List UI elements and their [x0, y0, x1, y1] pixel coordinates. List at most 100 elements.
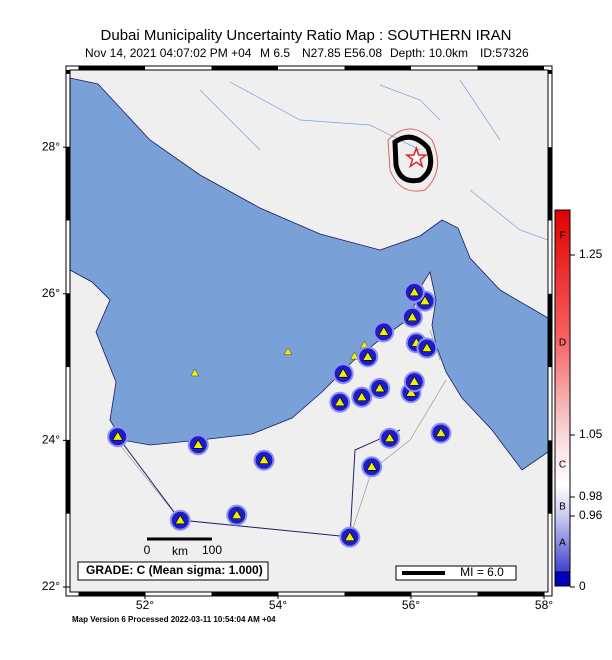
grade-letter: D — [559, 338, 566, 349]
colorbar-tick-label: 1.05 — [579, 427, 603, 441]
lon-tick-label: 54° — [269, 598, 287, 612]
grade-text: GRADE: C (Mean sigma: 1.000) — [86, 563, 263, 577]
mi-legend-text: MI = 6.0 — [460, 565, 504, 579]
station-triangle — [344, 531, 356, 541]
station — [403, 281, 425, 303]
grade-box — [77, 561, 269, 581]
lat-tick-label: 22° — [42, 579, 60, 593]
colorbar — [554, 209, 571, 573]
station — [226, 504, 248, 526]
small-event — [283, 347, 293, 355]
scale-start: 0 — [144, 543, 151, 557]
station — [187, 434, 209, 456]
colorbar-floor — [554, 571, 571, 587]
station — [253, 449, 275, 471]
station-triangle — [421, 342, 433, 352]
frame-stripe — [548, 293, 552, 368]
grade-letter: B — [559, 502, 566, 513]
station — [169, 509, 191, 531]
station — [357, 346, 379, 368]
station — [361, 456, 383, 478]
frame-stripe — [344, 66, 411, 70]
scale-end: 100 — [202, 543, 222, 557]
map-area — [70, 70, 548, 592]
station-triangle — [384, 432, 396, 443]
lat-tick-label: 28° — [42, 139, 60, 153]
station — [107, 426, 129, 448]
station-triangle — [334, 396, 346, 407]
station-triangle — [362, 351, 374, 361]
scale-unit: km — [172, 544, 188, 558]
lat-tick-label: 24° — [42, 433, 60, 447]
station — [351, 386, 373, 408]
magnitude: M 6.5 — [260, 46, 290, 60]
station — [401, 306, 423, 328]
epicenter-star — [404, 145, 429, 169]
colorbar-tick-label: 0.96 — [579, 508, 603, 522]
rivers — [199, 79, 548, 241]
lon-tick-label: 56° — [402, 598, 420, 612]
event-id: ID:57326 — [480, 46, 529, 60]
frame-stripe — [548, 147, 552, 221]
station — [373, 321, 395, 343]
station — [369, 377, 391, 399]
station — [339, 526, 361, 548]
location: N27.85 E56.08 — [302, 46, 382, 60]
frame-stripe — [78, 66, 145, 70]
frame-stripe — [66, 70, 70, 74]
mi-legend-box — [395, 565, 517, 581]
frame-stripe — [477, 592, 544, 596]
station-triangle — [112, 431, 124, 441]
station-triangle — [174, 514, 186, 525]
station — [332, 363, 354, 385]
depth: Depth: 10.0km — [390, 46, 468, 60]
grade-letter: C — [559, 460, 566, 471]
station-triangle — [337, 368, 349, 378]
station-triangle — [192, 439, 204, 449]
station-triangle — [356, 391, 368, 401]
station-triangle — [374, 382, 386, 393]
small-event — [350, 351, 359, 360]
station — [379, 427, 401, 449]
contour-outer — [387, 128, 439, 192]
station-triangle — [419, 295, 431, 305]
frame-stripe — [548, 70, 552, 74]
station-triangle — [406, 311, 418, 322]
lat-tick-label: 26° — [42, 286, 60, 300]
colorbar-tick-label: 1.25 — [579, 247, 603, 261]
lon-tick-label: 58° — [535, 598, 553, 612]
station-triangle — [408, 286, 420, 297]
frame-stripe — [66, 440, 70, 514]
station-triangle — [408, 376, 420, 386]
frame-stripe — [211, 66, 278, 70]
frame-stripe — [211, 592, 278, 596]
station — [416, 337, 438, 359]
frame-stripe — [66, 293, 70, 368]
sea — [70, 77, 548, 471]
frame-stripe — [344, 592, 411, 596]
station — [403, 371, 425, 393]
grade-letter: F — [559, 231, 565, 242]
station-triangle — [366, 461, 378, 471]
footer: Map Version 6 Processed 2022-03-11 10:54… — [72, 615, 276, 624]
frame-stripe — [548, 440, 552, 514]
station — [329, 391, 351, 413]
contour-inner — [392, 134, 434, 184]
frame-stripe — [477, 66, 544, 70]
colorbar-tick-label: 0 — [579, 579, 586, 593]
station-triangle — [231, 509, 243, 519]
event-date: Nov 14, 2021 04:07:02 PM +04 — [85, 46, 252, 60]
colorbar-tick-label: 0.98 — [579, 489, 603, 503]
frame-stripe — [78, 592, 145, 596]
small-event — [190, 368, 200, 377]
station-triangle — [258, 454, 270, 464]
station-triangle — [435, 427, 447, 437]
lon-tick-label: 52° — [136, 598, 154, 612]
title: Dubai Municipality Uncertainty Ratio Map… — [101, 27, 512, 44]
grade-letter: A — [559, 538, 566, 549]
station — [430, 422, 452, 444]
station-triangle — [378, 326, 390, 336]
frame-stripe — [66, 147, 70, 221]
